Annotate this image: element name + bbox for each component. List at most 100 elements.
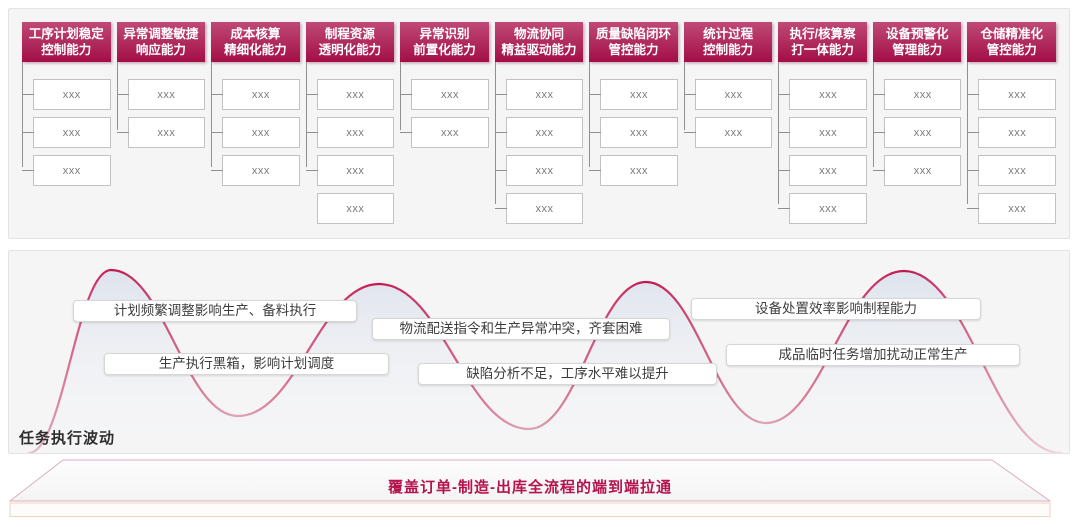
capability-item: xxx bbox=[683, 79, 773, 110]
connector-line bbox=[967, 62, 969, 204]
column-children: xxx xxx xxx bbox=[211, 79, 300, 186]
capability-header: 仓储精准化 管控能力 bbox=[967, 22, 1057, 62]
capability-item: xxx bbox=[305, 79, 395, 110]
capability-header-line1: 统计过程 bbox=[703, 27, 754, 41]
capability-column: 统计过程 控制能力 xxx xxx bbox=[683, 22, 773, 231]
capability-column: 异常调整敏捷 响应能力 xxx xxx bbox=[116, 22, 206, 231]
capability-column: 仓储精准化 管控能力 xxx xxx xxx xxx bbox=[967, 22, 1057, 231]
wave-annotation: 成品临时任务增加扰动正常生产 bbox=[726, 344, 1020, 366]
connector-line bbox=[494, 62, 496, 204]
connector-line bbox=[778, 62, 780, 204]
connector-line bbox=[22, 62, 23, 167]
task-fluctuation-section: 任务执行波动 计划频繁调整影响生产、备料执行 生产执行黑箱，影响计划调度 物流配… bbox=[8, 250, 1070, 454]
capability-header-line2: 管控能力 bbox=[986, 43, 1037, 57]
wave-fill bbox=[29, 270, 1061, 453]
capability-item: xxx bbox=[589, 117, 678, 148]
capability-header-line1: 工序计划稳定 bbox=[28, 27, 104, 41]
capability-header: 异常调整敏捷 响应能力 bbox=[116, 22, 206, 62]
capability-header-line1: 物流协同 bbox=[514, 27, 565, 41]
column-children: xxx xxx bbox=[400, 79, 489, 148]
capability-item: xxx bbox=[589, 155, 678, 186]
connector-line bbox=[116, 62, 118, 130]
capability-header-line1: 仓储精准化 bbox=[980, 27, 1043, 41]
connector-line bbox=[305, 62, 307, 167]
capability-item: xxx bbox=[116, 79, 206, 110]
capability-header-line1: 成本核算 bbox=[230, 27, 281, 41]
capability-item: xxx bbox=[494, 117, 584, 148]
capability-header: 质量缺陷闭环 管控能力 bbox=[589, 22, 678, 62]
capability-header: 执行/核算察 打一体能力 bbox=[778, 22, 867, 62]
capability-item: xxx bbox=[305, 117, 395, 148]
capability-header-line2: 控制能力 bbox=[703, 43, 754, 57]
capability-item: xxx bbox=[494, 193, 584, 224]
capability-item: xxx bbox=[494, 155, 584, 186]
column-children: xxx xxx xxx bbox=[589, 79, 678, 186]
wave-annotation: 缺陷分析不足，工序水平难以提升 bbox=[418, 363, 717, 385]
column-children: xxx xxx bbox=[116, 79, 206, 148]
banner-trapezoid bbox=[8, 459, 1052, 502]
connector-line bbox=[589, 62, 591, 167]
capability-header: 物流协同 精益驱动能力 bbox=[494, 22, 584, 62]
column-children: xxx xxx bbox=[683, 79, 773, 148]
capability-item: xxx bbox=[967, 193, 1057, 224]
capability-header-line1: 质量缺陷闭环 bbox=[596, 27, 672, 41]
capability-column: 工序计划稳定 控制能力 xxx xxx xxx bbox=[22, 22, 111, 231]
capability-item: xxx bbox=[967, 79, 1057, 110]
capability-item: xxx bbox=[778, 193, 867, 224]
capability-column: 成本核算 精细化能力 xxx xxx xxx bbox=[211, 22, 300, 231]
capability-header-line2: 响应能力 bbox=[135, 43, 186, 57]
capability-item: xxx bbox=[589, 79, 678, 110]
capability-item: xxx bbox=[211, 117, 300, 148]
capability-item: xxx bbox=[22, 155, 111, 186]
bottom-banner: 覆盖订单-制造-出库全流程的端到端拉通 bbox=[0, 455, 1080, 527]
connector-line bbox=[211, 62, 213, 167]
capability-item: xxx bbox=[778, 79, 867, 110]
connector-line bbox=[400, 62, 402, 130]
capability-item: xxx bbox=[22, 117, 111, 148]
capability-header: 工序计划稳定 控制能力 bbox=[22, 22, 111, 62]
capability-header: 异常识别 前置化能力 bbox=[400, 22, 489, 62]
capability-header: 制程资源 透明化能力 bbox=[305, 22, 395, 62]
column-children: xxx xxx xxx xxx bbox=[494, 79, 584, 224]
capability-column: 执行/核算察 打一体能力 xxx xxx xxx xxx bbox=[778, 22, 867, 231]
capability-header-line2: 管理能力 bbox=[892, 43, 943, 57]
capability-item: xxx bbox=[400, 79, 489, 110]
capability-column: 异常识别 前置化能力 xxx xxx bbox=[400, 22, 489, 231]
column-children: xxx xxx xxx xxx bbox=[778, 79, 867, 224]
capability-item: xxx bbox=[400, 117, 489, 148]
connector-line bbox=[683, 62, 685, 130]
capability-header: 统计过程 控制能力 bbox=[683, 22, 773, 62]
capability-header: 设备预警化 管理能力 bbox=[872, 22, 962, 62]
wave-annotation: 生产执行黑箱，影响计划调度 bbox=[104, 353, 389, 375]
capability-item: xxx bbox=[494, 79, 584, 110]
capability-item: xxx bbox=[211, 155, 300, 186]
capability-header-line2: 精细化能力 bbox=[224, 43, 287, 57]
capability-header-line1: 异常调整敏捷 bbox=[123, 27, 199, 41]
column-children: xxx xxx xxx xxx bbox=[967, 79, 1057, 224]
capability-header-line2: 透明化能力 bbox=[318, 43, 382, 57]
capability-header-line2: 打一体能力 bbox=[791, 43, 854, 57]
capability-item: xxx bbox=[683, 117, 773, 148]
column-children: xxx xxx xxx bbox=[872, 79, 962, 186]
banner-platform bbox=[8, 459, 1052, 517]
wave-annotation: 设备处置效率影响制程能力 bbox=[691, 298, 981, 320]
banner-title: 覆盖订单-制造-出库全流程的端到端拉通 bbox=[388, 479, 672, 496]
capability-header-line1: 制程资源 bbox=[324, 27, 375, 41]
banner-base-strip bbox=[9, 502, 1051, 517]
capability-item: xxx bbox=[316, 193, 395, 224]
capability-item: xxx bbox=[305, 155, 395, 186]
capability-column: 物流协同 精益驱动能力 xxx xxx xxx xxx bbox=[494, 22, 584, 231]
capability-item: xxx bbox=[872, 79, 962, 110]
connector-line bbox=[872, 62, 874, 167]
capability-header-line2: 控制能力 bbox=[41, 43, 92, 57]
capability-item: xxx bbox=[967, 117, 1057, 148]
capability-column: 设备预警化 管理能力 xxx xxx xxx bbox=[872, 22, 962, 231]
capability-item: xxx bbox=[967, 155, 1057, 186]
capability-item: xxx bbox=[22, 79, 111, 110]
capability-columns: 工序计划稳定 控制能力 xxx xxx xxx 异常调整敏捷 响应能力 xxx xxx… bbox=[9, 9, 1069, 231]
capability-header-line2: 前置化能力 bbox=[413, 43, 476, 57]
capability-column: 质量缺陷闭环 管控能力 xxx xxx xxx bbox=[589, 22, 678, 231]
capability-header: 成本核算 精细化能力 bbox=[211, 22, 300, 62]
capability-header-line1: 异常识别 bbox=[419, 27, 470, 41]
capability-item: xxx bbox=[211, 79, 300, 110]
